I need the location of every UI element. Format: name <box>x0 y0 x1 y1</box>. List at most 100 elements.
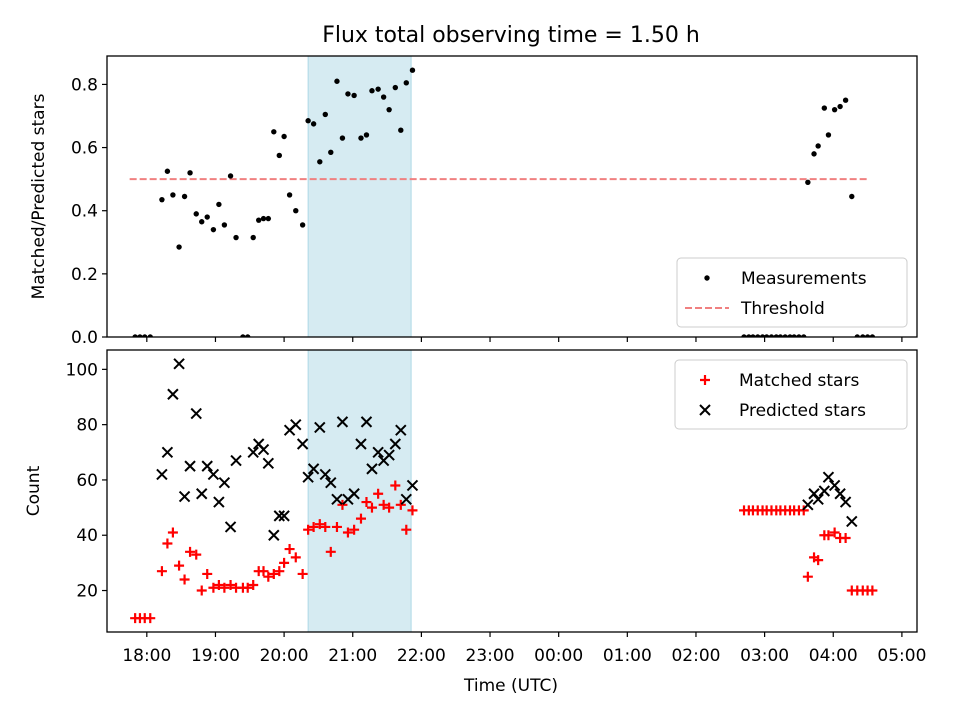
count-panel: 20 40 60 80 100 18:00 19:00 20:00 21:00 22:00 23:0… <box>24 349 926 666</box>
measurement-point <box>276 152 282 159</box>
y-axis-label: Matched/Predicted stars <box>29 93 49 299</box>
matched-star-point <box>274 566 285 577</box>
measurement-point <box>801 334 807 337</box>
matched-star-point <box>308 521 319 532</box>
matched-star-point <box>196 585 207 596</box>
measurement-point <box>398 127 404 133</box>
measurement-point <box>299 222 306 228</box>
matched-star-point <box>395 499 406 510</box>
predicted-star-point <box>355 438 367 450</box>
x-tick-label: 02:00 <box>671 646 720 666</box>
predicted-star-point <box>196 488 208 500</box>
measurement-point <box>842 97 849 103</box>
data-layer <box>129 67 876 337</box>
predicted-star-point <box>383 449 395 461</box>
measurement-point <box>281 133 287 140</box>
predicted-star-point <box>307 463 320 475</box>
y-tick-label: 40 <box>76 526 98 546</box>
matched-star-point <box>191 549 202 560</box>
matched-star-point <box>263 571 274 582</box>
predicted-star-point <box>262 457 275 470</box>
matched-star-point <box>268 568 279 579</box>
predicted-star-point <box>207 468 220 481</box>
measurement-point <box>305 118 311 124</box>
matched-star-point <box>802 571 813 582</box>
legend-label: Measurements <box>741 269 867 289</box>
predicted-star-point <box>290 418 302 431</box>
measurement-point <box>837 103 843 110</box>
x-axis-label: Time (UTC) <box>463 676 558 696</box>
measurement-point <box>825 132 832 138</box>
measurement-point <box>849 193 855 200</box>
matched-star-point <box>320 521 331 532</box>
predicted-star-point <box>178 490 191 503</box>
matched-star-point <box>355 513 366 524</box>
predicted-star-point <box>156 468 168 481</box>
predicted-star-point <box>802 499 814 511</box>
measurement-point <box>403 80 409 86</box>
predicted-star-point <box>822 471 835 483</box>
matched-star-point <box>297 568 308 579</box>
legend-label: Matched stars <box>739 371 859 391</box>
measurement-point <box>233 234 239 241</box>
measurement-point <box>132 334 138 337</box>
measurement-point <box>831 106 838 113</box>
measurement-point <box>860 334 866 337</box>
measurement-point <box>227 173 234 179</box>
measurement-point <box>286 192 293 198</box>
matched-star-point <box>258 566 269 577</box>
predicted-star-point <box>372 446 384 459</box>
predicted-star-point <box>846 515 858 528</box>
predicted-star-point <box>161 446 174 459</box>
legend-marker-x <box>699 404 711 416</box>
measurement-point <box>260 215 267 222</box>
measurement-point <box>358 135 364 141</box>
measurement-point <box>204 214 210 220</box>
x-tick-label: 04:00 <box>809 646 858 666</box>
matched-star-point <box>213 580 224 590</box>
measurement-point <box>334 78 340 84</box>
measurement-point <box>759 334 766 337</box>
matched-star-point <box>162 538 173 549</box>
measurement-point <box>369 88 375 94</box>
matched-star-point <box>219 582 230 593</box>
predicted-star-point <box>278 510 290 522</box>
measurement-point <box>256 217 262 223</box>
predicted-star-point <box>190 407 202 420</box>
matched-star-point <box>823 530 834 541</box>
predicted-star-point <box>218 476 231 489</box>
legend-label: Threshold <box>740 299 825 319</box>
measurement-point <box>216 201 222 208</box>
measurement-point <box>142 334 148 337</box>
y-tick-label: 0.2 <box>71 265 98 285</box>
predicted-star-point <box>213 496 225 508</box>
measurement-point <box>409 67 416 73</box>
measurement-point <box>750 334 756 337</box>
legend-box <box>676 257 908 328</box>
predicted-star-point <box>325 476 337 489</box>
measurement-point <box>821 105 828 111</box>
predicted-star-point <box>296 438 309 450</box>
matched-star-point <box>867 585 878 596</box>
measurement-point <box>869 334 876 337</box>
measurement-point <box>310 121 317 127</box>
measurement-point <box>375 86 381 92</box>
measurement-point <box>755 334 761 337</box>
measurement-point <box>271 129 277 135</box>
measurement-point <box>170 192 176 198</box>
predicted-star-point <box>818 485 831 497</box>
x-tick-label: 23:00 <box>466 646 515 666</box>
measurement-point <box>773 334 779 337</box>
legend: Measurements Threshold <box>676 257 908 328</box>
predicted-star-point <box>230 454 242 467</box>
matched-star-point <box>337 499 348 510</box>
y-tick-label: 0.6 <box>71 139 98 159</box>
x-tick-label: 21:00 <box>328 646 377 666</box>
matched-star-point <box>407 505 418 516</box>
predicted-star-point <box>257 443 270 456</box>
matched-star-point <box>840 533 851 543</box>
axes-frame <box>106 55 918 338</box>
measurement-point <box>363 132 370 138</box>
predicted-star-point <box>834 488 846 500</box>
measurement-point <box>791 334 797 337</box>
